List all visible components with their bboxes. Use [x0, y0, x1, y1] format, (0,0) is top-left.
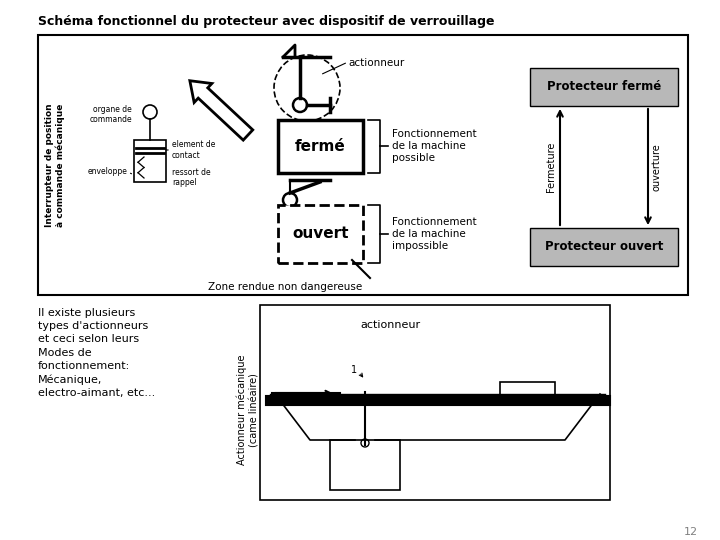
Text: Interrupteur de position
à commande mécanique: Interrupteur de position à commande méca…	[45, 103, 65, 227]
Bar	[330, 440, 400, 490]
Bar	[500, 382, 555, 400]
Text: enveloppe: enveloppe	[88, 167, 128, 177]
Text: ouvert: ouvert	[292, 226, 348, 241]
FancyArrow shape	[190, 80, 253, 140]
Text: Fonctionnement
de la machine
possible: Fonctionnement de la machine possible	[392, 130, 477, 163]
Bar	[530, 228, 678, 266]
Text: actionneur: actionneur	[360, 320, 420, 330]
Text: element de
contact: element de contact	[172, 140, 215, 160]
Bar	[278, 120, 363, 173]
Text: Fermeture: Fermeture	[546, 142, 556, 192]
Text: Protecteur fermé: Protecteur fermé	[547, 80, 661, 93]
Text: 1: 1	[351, 365, 357, 375]
Bar	[530, 68, 678, 106]
Text: organe de
commande: organe de commande	[89, 105, 132, 124]
Text: Protecteur ouvert: Protecteur ouvert	[545, 240, 663, 253]
Bar	[134, 140, 166, 182]
Text: Fonctionnement
de la machine
impossible: Fonctionnement de la machine impossible	[392, 218, 477, 251]
Bar	[38, 35, 688, 295]
Text: 12: 12	[684, 527, 698, 537]
Text: Actionneur mécanique
(came linéaire): Actionneur mécanique (came linéaire)	[237, 355, 259, 465]
Bar	[278, 205, 363, 263]
Text: Il existe plusieurs
types d'actionneurs
et ceci selon leurs
Modes de
fonctionnem: Il existe plusieurs types d'actionneurs …	[38, 308, 156, 398]
Bar	[260, 305, 610, 500]
Text: ouverture: ouverture	[652, 143, 662, 191]
Text: Zone rendue non dangereuse: Zone rendue non dangereuse	[208, 282, 362, 292]
Text: ressort de
rappel: ressort de rappel	[172, 168, 211, 187]
Text: actionneur: actionneur	[348, 58, 404, 68]
Text: fermé: fermé	[295, 139, 346, 154]
Text: Schéma fonctionnel du protecteur avec dispositif de verrouillage: Schéma fonctionnel du protecteur avec di…	[38, 15, 495, 28]
